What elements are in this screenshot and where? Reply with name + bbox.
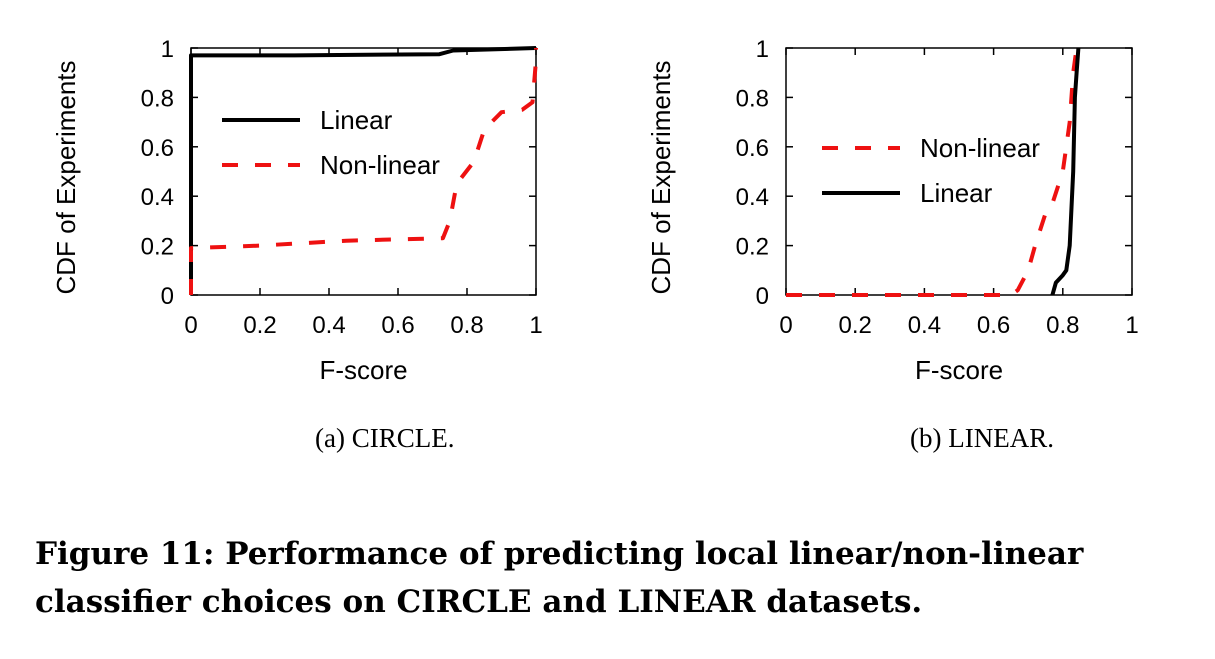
chart2-y-tick-label: 0.4 bbox=[736, 184, 769, 211]
chart2-series-non-linear bbox=[786, 47, 1079, 297]
chart1-subcaption: (a) CIRCLE. bbox=[315, 423, 454, 453]
figure-caption: Figure 11: Performance of predicting loc… bbox=[35, 536, 1084, 620]
chart1-legend-label: Non-linear bbox=[320, 150, 440, 180]
chart1-y-tick-label: 0.4 bbox=[141, 184, 174, 211]
chart1-legend-label: Linear bbox=[320, 105, 393, 135]
chart1-x-axis-label: F-score bbox=[319, 355, 407, 385]
chart1-y-tick-label: 0.6 bbox=[141, 135, 174, 162]
chart2-y-tick-label: 0.6 bbox=[736, 135, 769, 162]
chart-panel-circle: 0 0.2 0.4 0.6 0.8 1 0 0.2 0.4 0.6 0.8 1 F-score CDF o… bbox=[51, 36, 543, 453]
chart2-x-axis-label: F-score bbox=[915, 355, 1003, 385]
chart1-x-tick-label: 0.2 bbox=[243, 312, 276, 339]
chart1-series-linear bbox=[189, 46, 537, 295]
chart1-y-tick-label: 1 bbox=[161, 36, 174, 63]
chart2-legend-label: Non-linear bbox=[920, 133, 1040, 163]
chart2-x-tick-label: 0.6 bbox=[977, 312, 1010, 339]
chart1-y-tick-label: 0.8 bbox=[141, 85, 174, 112]
chart2-x-tick-label: 0.2 bbox=[839, 312, 872, 339]
chart2-series-linear bbox=[1050, 47, 1081, 296]
chart1-x-tick-label: 0 bbox=[184, 312, 197, 339]
chart1-y-tick-label: 0.2 bbox=[141, 234, 174, 261]
chart2-y-tick-label: 0.2 bbox=[736, 234, 769, 261]
chart1-x-tick-label: 0.8 bbox=[450, 312, 483, 339]
chart1-x-tick-label: 1 bbox=[529, 312, 542, 339]
chart2-x-tick-label: 1 bbox=[1125, 312, 1138, 339]
chart2-plot-frame bbox=[785, 47, 1133, 296]
chart2-y-tick-label: 0.8 bbox=[736, 85, 769, 112]
chart1-x-tick-label: 0.4 bbox=[312, 312, 345, 339]
chart-panel-linear: 0 0.2 0.4 0.6 0.8 1 0 0.2 0.4 0.6 0.8 1 F-score CDF o… bbox=[646, 36, 1139, 453]
chart2-subcaption: (b) LINEAR. bbox=[910, 423, 1054, 453]
chart1-y-axis-label: CDF of Experiments bbox=[51, 60, 81, 294]
chart2-legend-label: Linear bbox=[920, 178, 993, 208]
chart2-y-tick-label: 0 bbox=[756, 283, 769, 310]
chart1-y-tick-label: 0 bbox=[161, 283, 174, 310]
chart1-x-tick-label: 0.6 bbox=[381, 312, 414, 339]
chart2-x-tick-label: 0.4 bbox=[908, 312, 941, 339]
chart1-series-non-linear bbox=[189, 48, 538, 295]
chart2-y-axis-label: CDF of Experiments bbox=[646, 60, 676, 294]
chart2-y-tick-label: 1 bbox=[756, 36, 769, 63]
chart2-x-tick-label: 0 bbox=[779, 312, 792, 339]
chart2-x-tick-label: 0.8 bbox=[1046, 312, 1079, 339]
